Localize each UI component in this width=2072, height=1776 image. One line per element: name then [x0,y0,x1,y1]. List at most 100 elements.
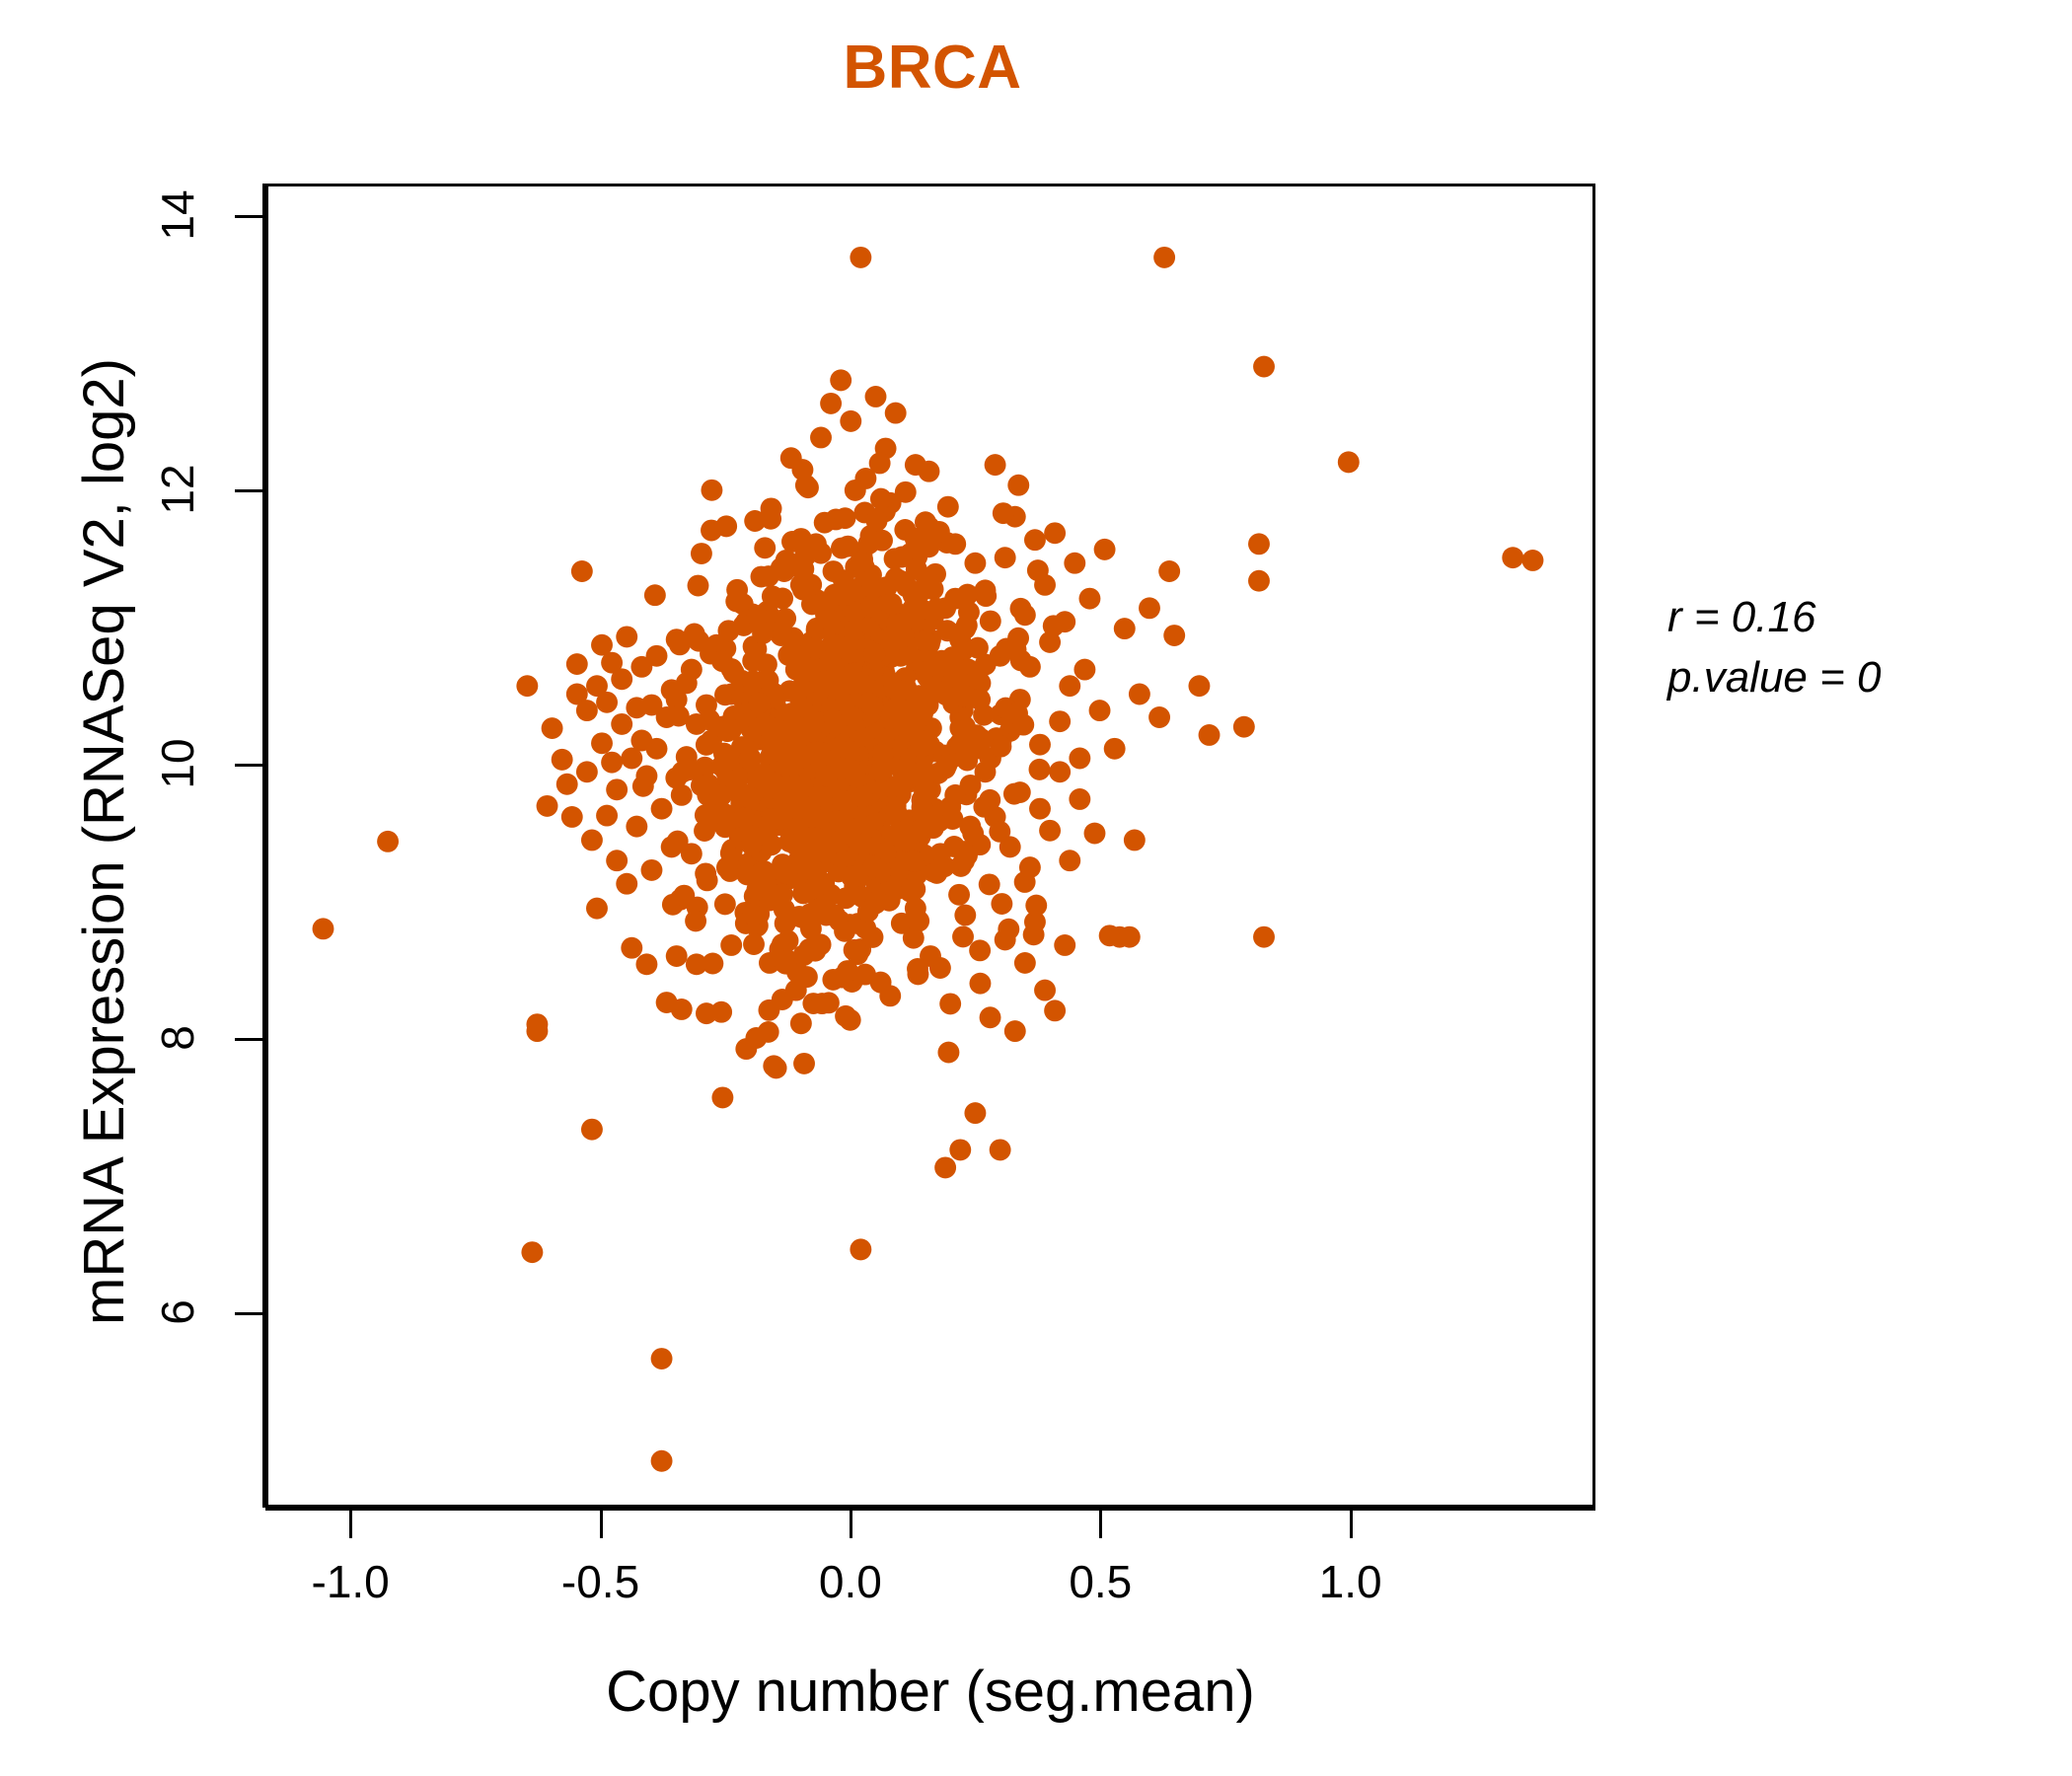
data-point [777,719,799,742]
data-point [668,633,691,656]
data-point [1148,706,1171,728]
data-point [746,605,769,628]
data-point [969,939,992,962]
data-point [685,910,707,932]
data-point [1049,710,1072,733]
x-tick-mark [1349,1511,1353,1538]
data-point [907,963,929,986]
data-point [586,675,608,698]
data-point [914,629,936,652]
data-point [989,1139,1011,1161]
data-point [736,863,759,886]
data-point [743,933,765,955]
data-point [1028,758,1051,780]
data-point [850,672,872,695]
data-point [631,775,654,797]
data-point [711,1086,734,1109]
y-tick-mark [235,1037,262,1041]
data-point [788,905,811,927]
y-axis-title: mRNA Expression (RNASeq V2, log2) [72,358,136,1325]
data-point [665,945,688,967]
data-point [1153,246,1176,268]
data-point [831,537,852,559]
data-point [771,740,793,763]
data-point [555,773,578,795]
data-point [998,918,1020,940]
x-tick-mark [349,1511,353,1538]
data-point [1013,951,1036,974]
data-point [713,893,736,916]
data-point [959,774,982,796]
data-point [580,1118,603,1141]
data-point [889,680,912,702]
data-point [992,502,1014,525]
data-point [850,1238,872,1261]
data-point [851,785,874,808]
data-point [635,953,658,976]
data-point [922,817,944,840]
data-point [854,963,876,986]
data-point [925,679,947,702]
data-point [908,910,930,932]
data-point [596,804,619,827]
data-point [841,865,863,888]
data-point [869,487,892,510]
data-point [643,584,666,607]
data-point [720,934,743,956]
data-point [626,815,648,838]
data-point [908,599,930,621]
data-point [1026,559,1049,582]
data-point [850,551,872,573]
data-point [937,1041,960,1064]
data-point [698,708,720,731]
data-point [984,454,1006,477]
data-point [936,620,959,642]
data-point [710,755,733,777]
data-point [904,878,926,901]
data-point [570,560,593,582]
data-point [979,610,1001,632]
data-point [666,830,689,852]
data-point [894,481,917,503]
data-point [1069,747,1091,770]
data-point [690,543,712,564]
data-point [1044,522,1067,545]
data-point [1064,552,1086,574]
data-point [696,869,718,892]
data-point [742,670,765,693]
data-point [1088,700,1111,722]
data-point [918,460,940,482]
data-point [861,695,884,717]
data-point [782,555,805,577]
data-point [874,842,897,864]
data-point [822,560,845,582]
data-point [606,778,629,801]
data-point [781,531,803,553]
data-point [756,715,778,738]
data-point [845,766,867,788]
data-point [949,1139,972,1161]
data-point [733,807,756,830]
y-tick-label: 12 [152,464,203,515]
data-point [839,1008,861,1031]
data-point [541,717,563,740]
data-point [758,771,780,793]
data-point [953,685,976,707]
data-point [1078,587,1101,610]
data-point [953,850,976,872]
data-point [801,877,824,900]
data-point [844,479,866,501]
data-point [680,843,703,865]
x-tick-label: 1.0 [1318,1556,1382,1607]
data-point [1128,683,1150,705]
data-point [601,651,624,674]
data-point [863,642,886,665]
data-point [755,876,777,899]
data-point [891,546,914,568]
data-point [526,1020,549,1043]
data-point [1248,569,1270,592]
data-point [650,1348,673,1369]
x-tick-label: -1.0 [311,1556,390,1607]
data-point [822,968,845,991]
data-point [630,655,653,678]
